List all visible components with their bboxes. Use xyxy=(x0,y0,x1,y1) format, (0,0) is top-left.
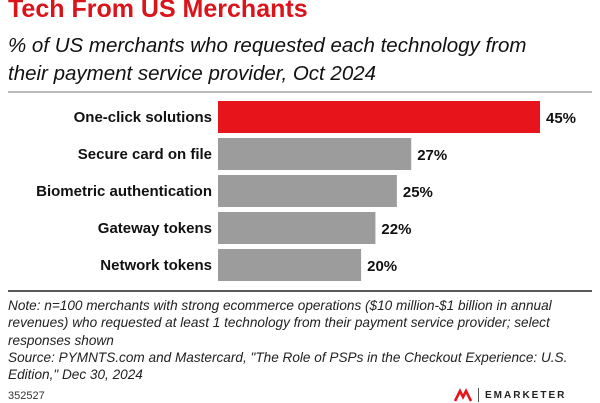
data-label: 20% xyxy=(367,258,397,275)
data-label: 22% xyxy=(381,221,411,238)
brand-separator xyxy=(478,388,479,402)
bar xyxy=(218,212,376,244)
brand-name: EMARKETER xyxy=(485,389,567,401)
data-label: 25% xyxy=(403,184,433,201)
bar xyxy=(218,249,362,281)
bar xyxy=(218,175,397,207)
chart-subtitle: % of US merchants who requested each tec… xyxy=(8,34,527,85)
data-label: 45% xyxy=(546,110,576,127)
bar xyxy=(218,138,412,170)
category-label: Gateway tokens xyxy=(98,220,212,237)
source-text: Source: PYMNTS.com and Mastercard, "The … xyxy=(8,349,568,383)
chart-title: Tech From US Merchants xyxy=(8,0,308,23)
category-label: One-click solutions xyxy=(74,109,212,126)
emarketer-logo-icon xyxy=(454,388,472,402)
category-label: Secure card on file xyxy=(78,146,212,163)
chart-id: 352527 xyxy=(8,390,45,402)
note-text: Note: n=100 merchants with strong ecomme… xyxy=(8,298,552,348)
brand-logo: EMARKETER xyxy=(454,388,566,402)
bar xyxy=(218,101,540,133)
data-label: 27% xyxy=(417,147,447,164)
category-label: Biometric authentication xyxy=(36,183,212,200)
bar-chart: One-click solutions 45% Secure card on fil… xyxy=(8,91,592,292)
footnotes: Note: n=100 merchants with strong ecomme… xyxy=(8,297,592,383)
category-label: Network tokens xyxy=(100,257,212,274)
